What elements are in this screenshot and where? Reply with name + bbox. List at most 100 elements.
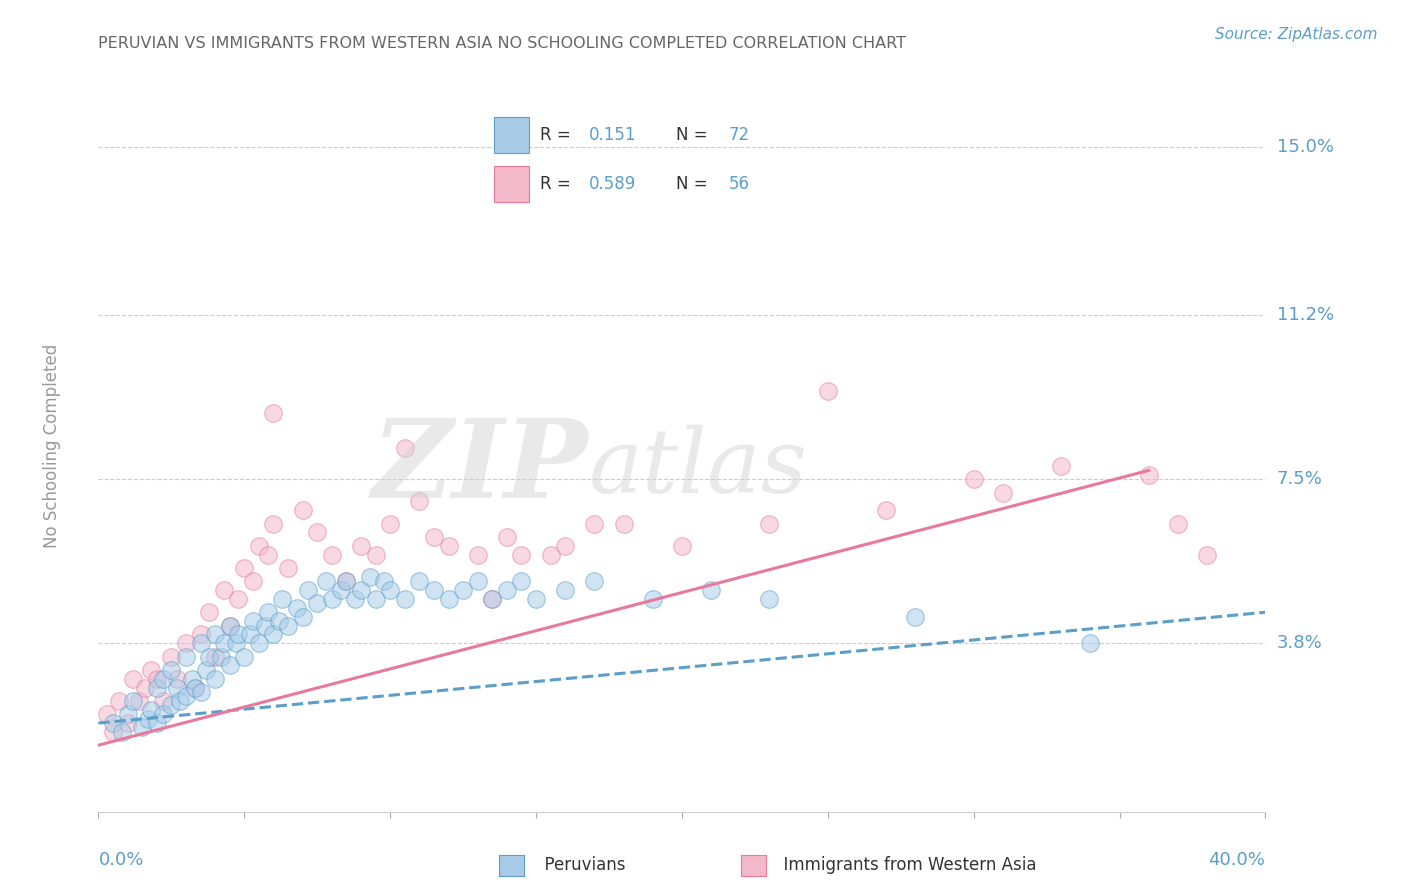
Point <box>160 663 183 677</box>
Point <box>510 574 533 589</box>
Point <box>256 548 278 562</box>
Point <box>321 591 343 606</box>
Point <box>991 485 1014 500</box>
Point <box>554 583 576 598</box>
Point <box>510 548 533 562</box>
Point <box>524 591 547 606</box>
Point <box>364 591 387 606</box>
Point <box>1137 467 1160 482</box>
Point <box>239 627 262 641</box>
Point <box>212 583 235 598</box>
Point <box>423 583 446 598</box>
Point <box>131 721 153 735</box>
Point <box>146 672 169 686</box>
Point <box>329 583 352 598</box>
Point <box>394 441 416 455</box>
Point <box>256 605 278 619</box>
Point <box>875 503 897 517</box>
Point <box>117 707 139 722</box>
Point <box>671 539 693 553</box>
Point <box>117 716 139 731</box>
Point <box>408 494 430 508</box>
Point <box>152 672 174 686</box>
Point <box>297 583 319 598</box>
Point <box>350 583 373 598</box>
Point <box>122 694 145 708</box>
Point <box>166 681 188 695</box>
Point <box>394 591 416 606</box>
Text: 11.2%: 11.2% <box>1277 306 1334 324</box>
Point <box>350 539 373 553</box>
Point <box>174 649 197 664</box>
Point <box>253 618 276 632</box>
Point <box>204 672 226 686</box>
Point <box>408 574 430 589</box>
Point <box>190 685 212 699</box>
Point <box>204 649 226 664</box>
Point <box>481 591 503 606</box>
Point <box>496 583 519 598</box>
Point <box>496 530 519 544</box>
Point <box>262 406 284 420</box>
Point <box>160 649 183 664</box>
Point <box>111 725 134 739</box>
Point <box>1050 458 1073 473</box>
Point <box>242 574 264 589</box>
Point <box>262 516 284 531</box>
Point <box>183 681 205 695</box>
Point <box>174 690 197 704</box>
Point <box>152 694 174 708</box>
Point <box>817 384 839 398</box>
Text: 15.0%: 15.0% <box>1277 137 1333 156</box>
Point <box>277 561 299 575</box>
Text: 0.0%: 0.0% <box>98 851 143 869</box>
Point <box>218 658 240 673</box>
Point <box>190 636 212 650</box>
Point <box>335 574 357 589</box>
Point <box>228 591 250 606</box>
Point <box>146 716 169 731</box>
Point <box>307 525 329 540</box>
Point <box>198 649 221 664</box>
Point <box>247 636 270 650</box>
Point <box>285 600 308 615</box>
Point <box>335 574 357 589</box>
Text: 40.0%: 40.0% <box>1209 851 1265 869</box>
Point <box>321 548 343 562</box>
Point <box>467 548 489 562</box>
Point <box>101 725 124 739</box>
Text: ZIP: ZIP <box>373 414 589 522</box>
Point <box>344 591 367 606</box>
Point <box>554 539 576 553</box>
Point <box>101 716 124 731</box>
Point <box>160 698 183 713</box>
Point <box>1080 636 1102 650</box>
Point <box>269 614 291 628</box>
Point <box>262 627 284 641</box>
Point <box>467 574 489 589</box>
Point <box>271 591 294 606</box>
Point <box>174 636 197 650</box>
Point <box>134 681 156 695</box>
Text: No Schooling Completed: No Schooling Completed <box>42 344 60 548</box>
Point <box>583 574 606 589</box>
Point <box>1167 516 1189 531</box>
Point <box>209 649 232 664</box>
Text: Source: ZipAtlas.com: Source: ZipAtlas.com <box>1215 27 1378 42</box>
Point <box>583 516 606 531</box>
Point <box>166 672 188 686</box>
Point <box>451 583 474 598</box>
Point <box>247 539 270 553</box>
Point <box>233 561 256 575</box>
Point <box>307 596 329 610</box>
Point <box>315 574 337 589</box>
Point <box>190 627 212 641</box>
Point <box>700 583 723 598</box>
Text: Peruvians: Peruvians <box>534 856 626 874</box>
Text: 7.5%: 7.5% <box>1277 470 1323 488</box>
Point <box>291 609 314 624</box>
Point <box>225 636 247 650</box>
Point <box>437 539 460 553</box>
Point <box>758 591 780 606</box>
Point <box>242 614 264 628</box>
